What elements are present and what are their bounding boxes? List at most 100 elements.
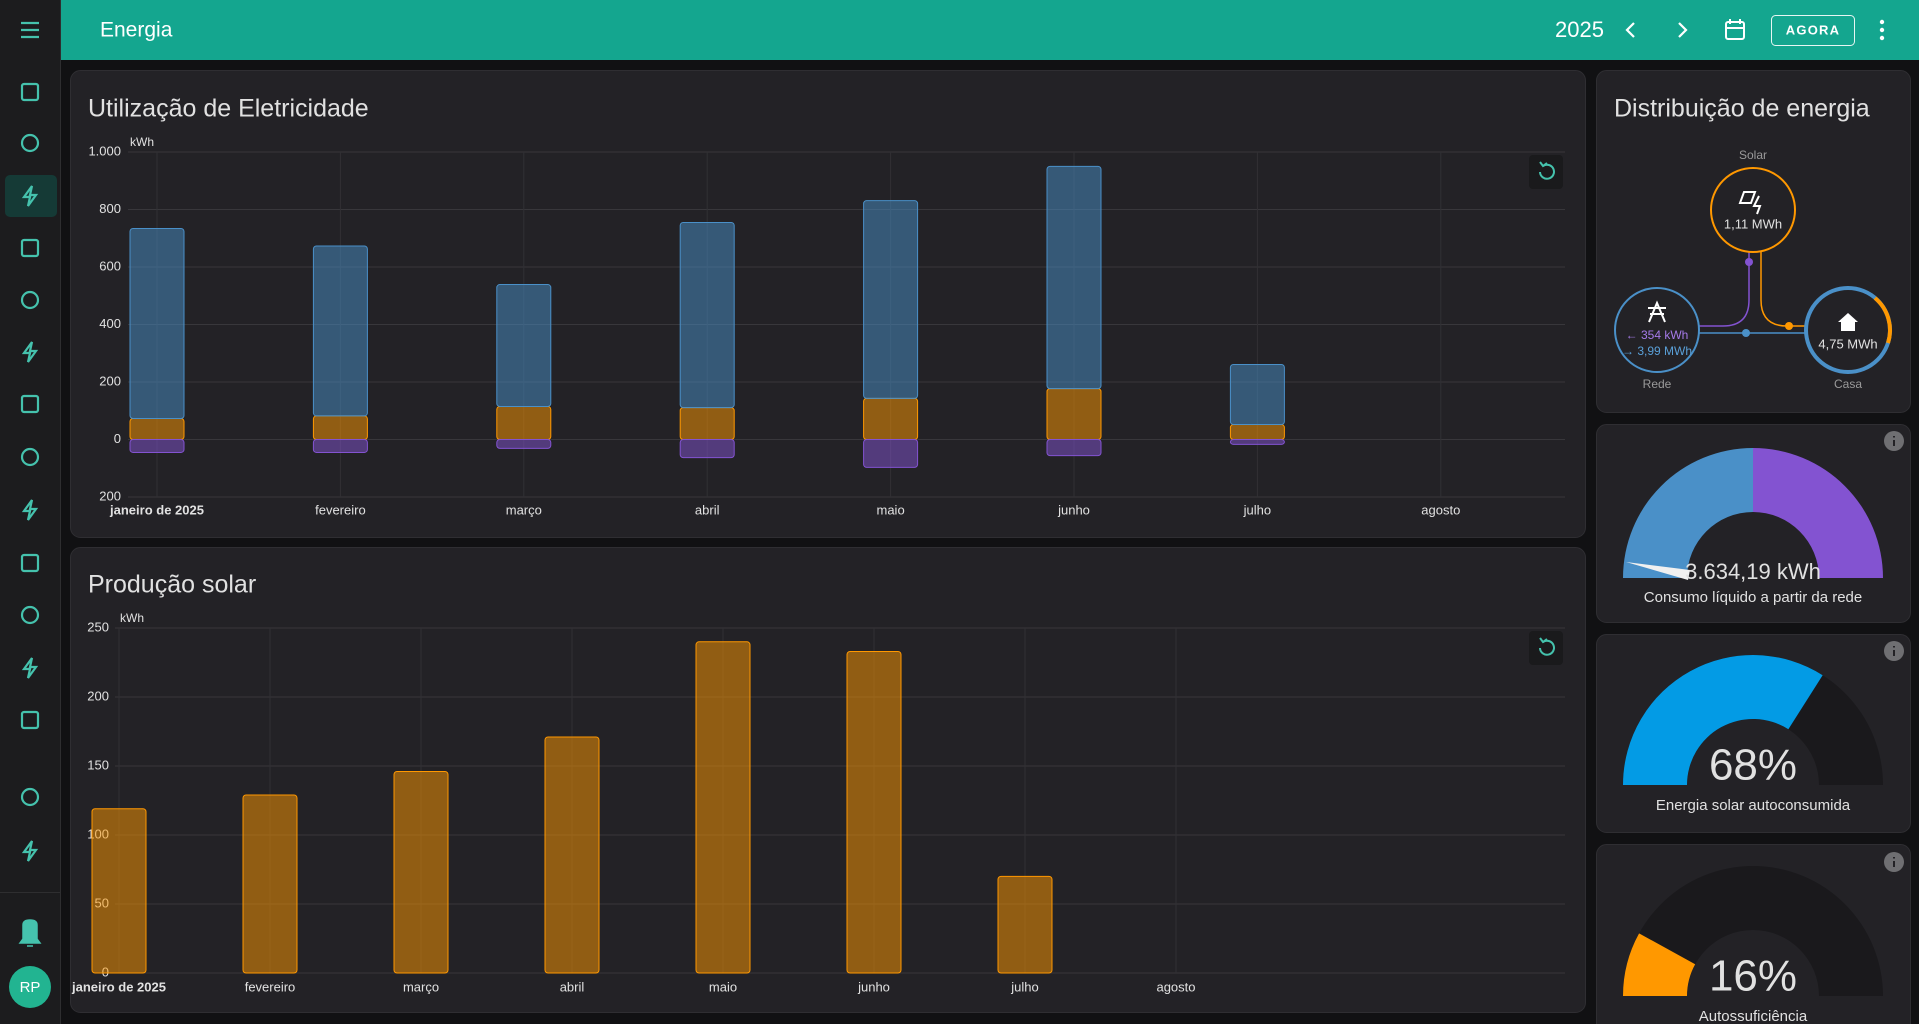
info-button[interactable] (1884, 431, 1904, 451)
flow-dot (1745, 258, 1753, 266)
bar (242, 794, 298, 974)
next-button[interactable] (1678, 22, 1688, 38)
bar (1046, 439, 1102, 457)
grid-icon (1648, 300, 1666, 323)
page-title: Energia (100, 19, 173, 42)
x-tick-label: maio (709, 979, 737, 994)
nav-icon[interactable] (21, 341, 39, 363)
bar (312, 439, 368, 453)
notifications-button[interactable] (18, 919, 42, 947)
nav-item[interactable] (20, 394, 40, 414)
nav-item[interactable] (20, 710, 40, 730)
now-button[interactable] (1771, 15, 1855, 46)
nav-icon[interactable] (20, 553, 40, 573)
nav-item[interactable] (20, 447, 40, 467)
nav-item[interactable] (21, 185, 39, 207)
x-tick-label: agosto (1421, 502, 1460, 517)
nav-item[interactable] (20, 82, 40, 102)
y-tick-label: 200 (99, 488, 121, 503)
card-title: Utilização de Eletricidade (88, 95, 369, 123)
nav-item[interactable] (21, 840, 39, 862)
nav-item[interactable] (21, 657, 39, 679)
card (70, 547, 1586, 1013)
reset-zoom-button[interactable] (1529, 155, 1563, 189)
flow-line (1699, 252, 1750, 327)
nav-icon[interactable] (20, 82, 40, 102)
card-title: Produção solar (88, 571, 256, 599)
now-button-label[interactable]: AGORA (1786, 22, 1840, 37)
bar (129, 439, 185, 453)
gauge-segment (1623, 448, 1753, 578)
nav-item[interactable] (20, 553, 40, 573)
node-label: Solar (1739, 148, 1767, 162)
nav-item[interactable] (20, 787, 40, 807)
gauge-label: Consumo líquido a partir da rede (1644, 589, 1862, 606)
y-tick-label: 250 (87, 619, 109, 634)
reset-zoom-button[interactable] (1529, 631, 1563, 665)
nav-item[interactable] (20, 238, 40, 258)
node-label: Rede (1643, 377, 1672, 391)
bar (846, 650, 902, 974)
avatar-initials[interactable]: RP (20, 979, 41, 996)
nav-item[interactable] (20, 605, 40, 625)
info-button[interactable] (1884, 852, 1904, 872)
x-tick-label: maio (877, 502, 905, 517)
y-tick-label: 400 (99, 316, 121, 331)
bar (496, 439, 552, 449)
info-button[interactable] (1884, 641, 1904, 661)
calendar-button[interactable] (1725, 19, 1745, 40)
solar-node (1710, 167, 1796, 253)
nav-icon[interactable] (20, 290, 40, 310)
x-tick-label: julho (1010, 979, 1038, 994)
gauge-needle (1626, 562, 1690, 580)
previous-button[interactable] (1625, 22, 1635, 38)
bar (863, 397, 919, 441)
bar (544, 736, 600, 974)
nav-icon[interactable] (20, 133, 40, 153)
x-tick-label: janeiro de 2025 (109, 502, 204, 517)
y-tick-label: 1.000 (88, 143, 121, 158)
nav-icon[interactable] (20, 447, 40, 467)
nav-icon[interactable] (20, 238, 40, 258)
flow-dot (1785, 322, 1793, 330)
x-tick-label: abril (560, 979, 585, 994)
home-icon (1838, 313, 1858, 331)
avatar[interactable] (9, 966, 51, 1008)
card (70, 70, 1586, 538)
grid-consumed: → 3,99 MWh (1622, 344, 1692, 358)
nav-icon[interactable] (21, 840, 39, 862)
menu-button[interactable] (21, 21, 39, 39)
more-button[interactable] (1879, 19, 1885, 41)
x-tick-label: março (506, 502, 542, 517)
nav-icon[interactable] (21, 185, 39, 207)
nav-icon[interactable] (21, 657, 39, 679)
nav-item[interactable] (20, 290, 40, 310)
y-tick-label: 0 (114, 431, 121, 446)
gauge-value: 16% (1709, 952, 1797, 1001)
nav-icon[interactable] (20, 787, 40, 807)
grid-node (1614, 287, 1700, 373)
nav-icon[interactable] (20, 710, 40, 730)
gauge-segment (1753, 448, 1883, 578)
nav-icon[interactable] (20, 394, 40, 414)
bar (91, 808, 147, 974)
y-tick-label: 200 (99, 373, 121, 388)
y-axis-unit: kWh (120, 611, 144, 625)
flow-dot (1742, 329, 1750, 337)
bar (1229, 363, 1285, 426)
bar (312, 245, 368, 417)
nav-icon[interactable] (21, 499, 39, 521)
nav-item[interactable] (21, 341, 39, 363)
x-tick-label: janeiro de 2025 (71, 979, 166, 994)
bar (129, 418, 185, 441)
bar (393, 771, 449, 974)
nav-icon[interactable] (20, 605, 40, 625)
gauge-value: 68% (1709, 741, 1797, 790)
nav-item[interactable] (20, 133, 40, 153)
x-tick-label: agosto (1156, 979, 1195, 994)
bar (496, 405, 552, 440)
x-tick-label: abril (695, 502, 720, 517)
bar (312, 415, 368, 440)
bar (679, 407, 735, 440)
nav-item[interactable] (21, 499, 39, 521)
